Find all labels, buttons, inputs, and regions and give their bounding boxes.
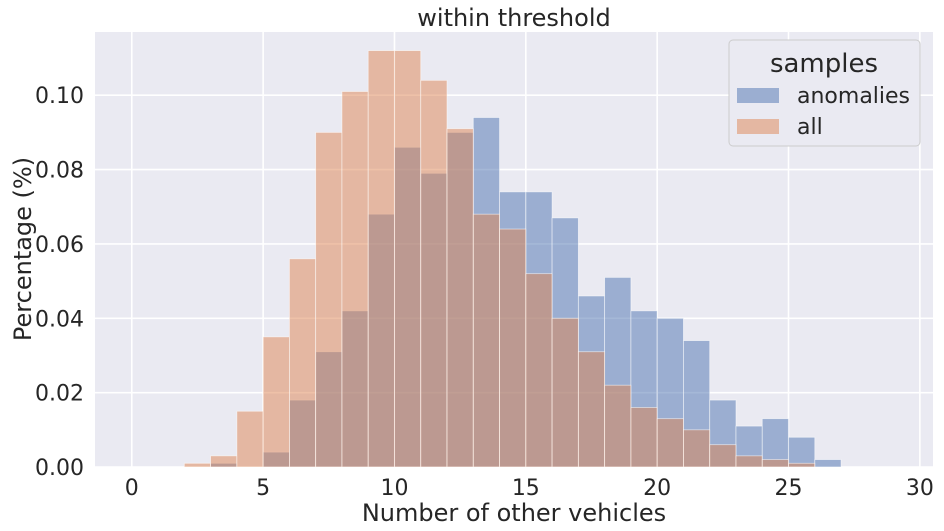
x-tick-label: 30 xyxy=(906,476,934,501)
x-tick-label: 10 xyxy=(380,476,408,501)
bar-all-15 xyxy=(525,273,553,468)
y-axis-label: Percentage (%) xyxy=(9,157,37,341)
y-tick-label: 0.04 xyxy=(35,307,84,332)
y-tick-labels: 0.00 0.02 0.04 0.06 0.08 0.10 xyxy=(35,84,84,481)
legend: samples anomalies all xyxy=(728,39,921,147)
legend-label-all: all xyxy=(797,115,823,140)
y-tick-label: 0.08 xyxy=(35,159,84,184)
bar-all-18 xyxy=(604,384,632,468)
y-tick-label: 0.10 xyxy=(35,84,84,109)
bar-anomalies-25 xyxy=(788,436,816,468)
series-all xyxy=(183,50,816,468)
bar-all-24 xyxy=(761,459,789,468)
bar-all-22 xyxy=(709,444,737,468)
bar-all-11 xyxy=(420,79,448,468)
bar-all-14 xyxy=(499,228,527,468)
bar-all-20 xyxy=(656,418,684,468)
bar-all-19 xyxy=(630,407,658,468)
bar-all-5 xyxy=(262,336,290,468)
x-tick-label: 15 xyxy=(512,476,540,501)
bar-all-12 xyxy=(446,128,474,468)
x-tick-label: 25 xyxy=(775,476,803,501)
x-axis-label: Number of other vehicles xyxy=(362,499,666,527)
bar-all-10 xyxy=(394,50,422,468)
x-tick-label: 20 xyxy=(643,476,671,501)
bar-all-13 xyxy=(472,213,500,468)
bar-all-7 xyxy=(315,131,343,468)
bar-all-8 xyxy=(341,91,369,468)
y-tick-label: 0.00 xyxy=(35,456,84,481)
bar-anomalies-26 xyxy=(814,459,842,468)
legend-label-anomalies: anomalies xyxy=(797,84,910,109)
chart-title: within threshold xyxy=(417,4,610,32)
y-tick-label: 0.02 xyxy=(35,382,84,407)
y-tick-label: 0.06 xyxy=(35,233,84,258)
bar-all-16 xyxy=(551,317,579,468)
legend-swatch-anomalies xyxy=(737,88,779,103)
x-tick-labels: 0 5 10 15 20 25 30 xyxy=(125,476,934,501)
x-tick-label: 0 xyxy=(125,476,139,501)
bar-all-25 xyxy=(788,462,816,468)
bar-all-3 xyxy=(210,455,238,468)
bar-all-9 xyxy=(367,50,395,468)
bar-all-2 xyxy=(183,462,211,468)
bar-all-6 xyxy=(288,258,317,468)
legend-swatch-all xyxy=(737,119,779,134)
bar-all-23 xyxy=(735,455,763,468)
x-tick-label: 5 xyxy=(256,476,270,501)
bar-all-21 xyxy=(683,429,711,468)
bar-all-4 xyxy=(236,410,264,468)
legend-title: samples xyxy=(770,49,878,79)
bar-all-17 xyxy=(577,351,606,468)
